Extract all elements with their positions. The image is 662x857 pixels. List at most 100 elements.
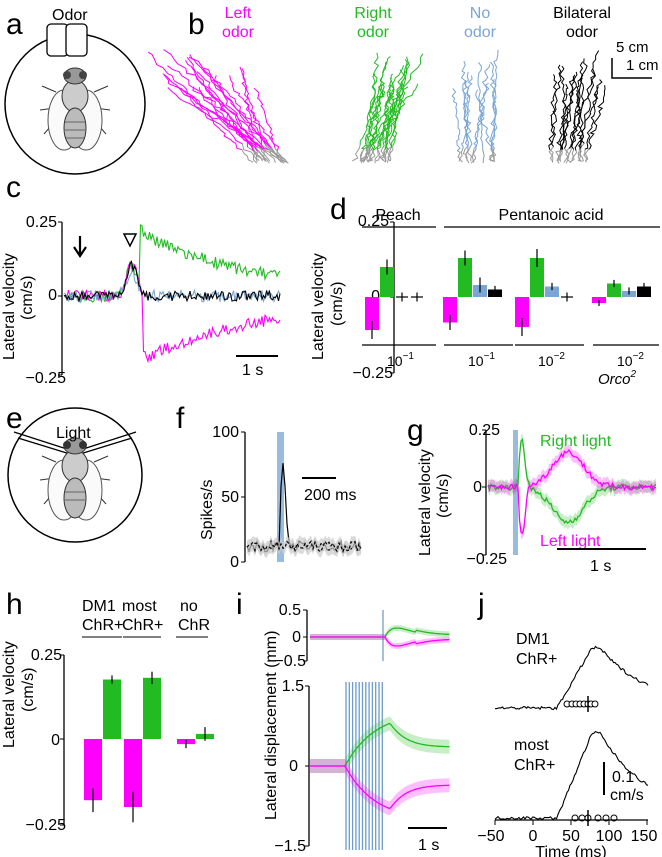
trajectory: [574, 79, 603, 151]
bar-left-light: [124, 739, 142, 807]
trajectory-baseline: [462, 148, 468, 161]
trajectories: [147, 49, 606, 164]
i-time-scale-label: 1 s: [418, 837, 439, 854]
scale-1cm: 1 cm: [626, 57, 659, 74]
trajectory-baseline: [241, 149, 254, 163]
trajectory: [188, 56, 270, 148]
h-group1-line2: ChR+: [82, 617, 123, 634]
bar-no-odor: [545, 286, 559, 297]
j-xtick-4: 100: [596, 828, 623, 845]
bar-left-odor: [443, 297, 457, 323]
trajectory-baseline: [490, 147, 497, 163]
trajectory: [163, 49, 267, 147]
trajectory-baseline: [556, 149, 563, 164]
panel-label-d: d: [330, 193, 347, 226]
d-concentration-labels: 10−1 10−1 10−2 10−2 Orco2: [362, 344, 659, 388]
h-group2-line2: ChR+: [122, 617, 163, 634]
right-odor-label-2: odor: [357, 24, 390, 41]
peach-label: Peach: [375, 207, 420, 224]
trajectory-baseline: [564, 148, 570, 164]
trajectory-baseline: [482, 148, 485, 164]
velocity-sem-band: [488, 444, 656, 540]
trajectory: [491, 49, 499, 146]
bar-right-odor: [380, 267, 394, 297]
g-ylabel-2: (cm/s): [435, 474, 452, 518]
f-spike-rate-traces: [246, 457, 362, 558]
g-time-scale-label: 1 s: [590, 558, 611, 575]
left-light-label: Left light: [540, 533, 601, 550]
bar-right-light: [103, 679, 121, 739]
conc-label-1: 10−1: [387, 351, 414, 369]
trajectory: [360, 83, 385, 150]
right-light-label: Right light: [540, 433, 612, 450]
trajectory: [460, 60, 469, 147]
trajectory: [241, 68, 254, 148]
trajectory-baseline: [549, 149, 554, 162]
trajectory-baseline: [257, 150, 270, 164]
trajectory-baseline: [458, 147, 464, 163]
j-xtick-1: −50: [477, 828, 504, 845]
fly-drawing: [39, 67, 111, 151]
fly-arena-odor: [4, 23, 146, 175]
trajectory-baseline: [470, 148, 477, 164]
j-top-label-1: DM1: [516, 631, 550, 648]
trajectory: [551, 64, 562, 147]
velocity-trace: [63, 223, 281, 304]
g-ylabel-1: Lateral velocity: [417, 449, 434, 556]
right-odor-label-1: Right: [354, 5, 392, 22]
c-time-scale-label: 1 s: [242, 362, 263, 379]
left-odor-label-1: Left: [225, 5, 252, 22]
velocity-trace: [63, 260, 281, 364]
g-ytick-bot: −0.25: [467, 551, 508, 568]
light-label: Light: [56, 425, 91, 442]
odor-onset-arrow: [73, 236, 87, 258]
trajectory: [571, 77, 583, 150]
velocity-trace: [63, 260, 281, 303]
trajectory-baseline: [259, 147, 271, 162]
left-odor-label-2: odor: [222, 24, 255, 41]
bar-left-odor: [365, 297, 379, 330]
trajectory-baseline: [257, 146, 276, 163]
panel-label-e: e: [6, 402, 23, 435]
j-bot-label-2: ChR+: [514, 757, 555, 774]
i-top-ytick-1: 0.5: [279, 602, 301, 619]
d-ytick-top: 0.25: [358, 213, 389, 230]
trajectory-baseline: [456, 150, 461, 162]
trajectory-baseline: [367, 144, 371, 163]
g-velocity-traces: [487, 433, 657, 540]
trajectory-baseline: [267, 148, 288, 163]
trajectory: [376, 77, 394, 150]
bar-bilateral-odor: [637, 286, 651, 297]
i-bot-ytick-1: 1.5: [282, 678, 304, 695]
i-bot-ytick-3: −1.5: [274, 838, 306, 855]
displacement-sem-band: [310, 716, 450, 773]
trajectory: [461, 80, 469, 149]
panel-label-b: b: [188, 8, 205, 41]
f-ytick-bot: 0: [230, 554, 239, 571]
trajectory: [369, 53, 424, 145]
trajectory-baseline: [359, 148, 365, 164]
trajectory: [559, 74, 576, 150]
displacement-sem-band: [310, 634, 450, 649]
trajectory: [229, 75, 276, 149]
trajectory: [369, 52, 379, 145]
trajectory-baseline: [386, 147, 392, 163]
orco-label: Orco2: [598, 369, 637, 388]
trajectory-baseline: [369, 150, 376, 161]
g-ytick-mid: 0: [473, 479, 482, 496]
j-scale-label-1: 0.1: [612, 769, 634, 786]
trajectory-baseline: [361, 145, 370, 162]
trajectory-baseline: [379, 147, 385, 162]
trajectory: [451, 88, 461, 152]
c-ytick-top: 0.25: [26, 214, 57, 231]
trajectory-baseline: [274, 148, 289, 164]
j-scale-label-2: cm/s: [610, 787, 644, 804]
h-group3-line2: ChR: [178, 617, 210, 634]
panel-label-j: j: [477, 588, 485, 621]
bilateral-odor-label-2: odor: [566, 24, 599, 41]
trajectory: [239, 66, 265, 149]
trajectory: [588, 85, 606, 150]
d-bars: [365, 249, 651, 339]
h-group3-line1: no: [180, 598, 198, 615]
